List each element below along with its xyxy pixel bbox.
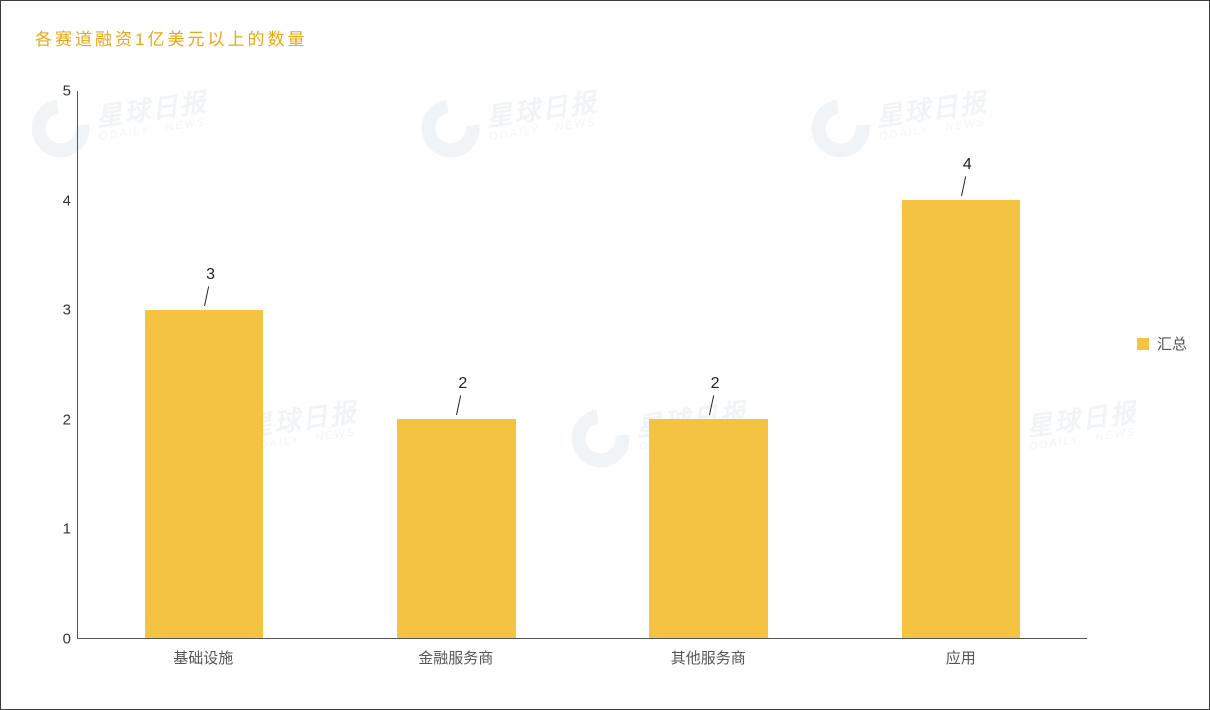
y-tick-label: 0: [43, 631, 71, 648]
chart-title: 各赛道融资1亿美元以上的数量: [35, 25, 307, 50]
bar-value-label: 2: [711, 375, 720, 393]
y-tick-label: 2: [43, 411, 71, 428]
bar-value-label: 3: [206, 266, 215, 284]
bar-slot: 2: [397, 419, 516, 638]
legend-label: 汇总: [1157, 333, 1187, 354]
y-tick-label: 4: [43, 192, 71, 209]
chart-frame: 星球日报ODAILY · NEWS星球日报ODAILY · NEWS星球日报OD…: [0, 0, 1210, 710]
legend: 汇总: [1137, 333, 1187, 354]
y-tick-label: 5: [43, 83, 71, 100]
bar-slot: 3: [145, 310, 264, 638]
bar-value-label: 4: [963, 156, 972, 174]
value-leader-line: [204, 286, 209, 306]
bar-slot: 2: [649, 419, 768, 638]
x-tick-label: 其他服务商: [671, 647, 746, 668]
x-axis: 基础设施 金融服务商 其他服务商 应用: [77, 647, 1087, 671]
plot-region: 3224: [77, 91, 1087, 639]
y-tick-label: 1: [43, 521, 71, 538]
legend-swatch: [1137, 338, 1149, 350]
bar-value-label: 2: [458, 375, 467, 393]
bar: 4: [902, 200, 1021, 638]
value-leader-line: [709, 396, 714, 416]
y-axis: 012345: [43, 91, 71, 639]
bars-container: 3224: [78, 91, 1087, 638]
bar: 2: [397, 419, 516, 638]
chart-plot-area: 012345 3224 基础设施金融服务商其他服务商应用: [77, 91, 1087, 639]
bar: 3: [145, 310, 264, 638]
value-leader-line: [961, 177, 966, 197]
x-tick-label: 基础设施: [173, 647, 233, 668]
y-tick-label: 3: [43, 302, 71, 319]
bar-slot: 4: [902, 200, 1021, 638]
x-tick-label: 应用: [946, 647, 976, 668]
x-tick-label: 金融服务商: [418, 647, 493, 668]
bar: 2: [649, 419, 768, 638]
value-leader-line: [456, 396, 461, 416]
